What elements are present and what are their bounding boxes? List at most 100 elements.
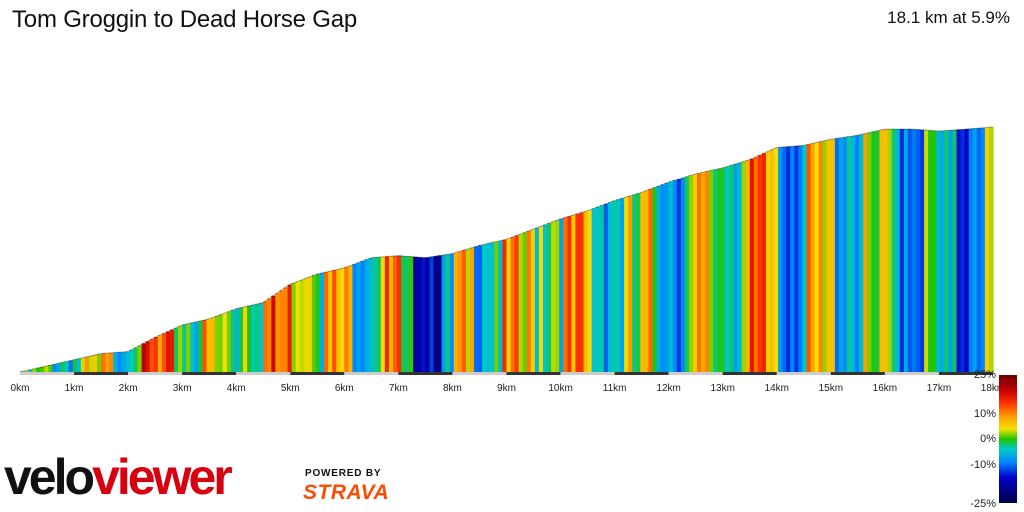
legend-colorbar — [999, 375, 1017, 503]
profile-bar — [818, 141, 824, 372]
axis-segment — [398, 372, 453, 375]
profile-bar — [32, 368, 37, 372]
veloviewer-logo: veloviewer — [4, 452, 233, 502]
profile-bar — [384, 256, 390, 372]
profile-bar — [178, 325, 183, 372]
profile-bar — [838, 137, 844, 372]
profile-bar — [530, 229, 536, 372]
profile-bar — [757, 155, 763, 372]
profile-bar — [952, 129, 958, 372]
legend-label: 10% — [974, 408, 996, 420]
profile-bar — [640, 192, 645, 372]
axis-segment — [236, 372, 291, 375]
profile-bar — [234, 308, 240, 372]
profile-bar — [782, 146, 787, 372]
profile-bar — [834, 138, 840, 372]
profile-bar — [713, 169, 718, 372]
profile-bar — [855, 135, 860, 372]
profile-bar — [320, 272, 325, 372]
profile-bar — [778, 147, 783, 372]
profile-bar — [76, 358, 82, 372]
profile-bar — [607, 202, 613, 372]
profile-bar — [170, 329, 175, 372]
axis-segment — [74, 372, 129, 375]
profile-bar — [911, 129, 917, 372]
profile-bar — [968, 128, 974, 372]
profile-bar — [559, 218, 564, 372]
profile-bar — [863, 133, 868, 372]
profile-bar — [603, 203, 609, 372]
profile-bar — [903, 129, 909, 372]
profile-bar — [960, 129, 966, 372]
profile-bar — [291, 282, 297, 372]
axis-segment — [830, 372, 885, 375]
profile-bar — [980, 127, 986, 372]
axis-segment — [776, 372, 831, 375]
profile-bar — [745, 160, 751, 372]
profile-bar — [202, 320, 208, 372]
profile-bar — [920, 129, 925, 372]
profile-bar — [486, 243, 491, 372]
profile-bar — [324, 272, 329, 372]
profile-bar — [644, 190, 649, 372]
profile-bar — [279, 290, 285, 372]
profile-bar — [948, 130, 954, 372]
legend-label: -25% — [970, 498, 996, 510]
profile-bar — [843, 137, 848, 372]
profile-bar — [251, 304, 256, 372]
profile-bar — [360, 261, 366, 372]
profile-bar — [632, 194, 637, 372]
profile-bar — [117, 352, 122, 372]
profile-bar — [567, 216, 572, 372]
profile-bar — [664, 182, 670, 372]
profile-bar — [445, 254, 451, 372]
profile-bar — [64, 361, 70, 372]
profile-bar — [551, 221, 556, 372]
profile-bar — [887, 129, 893, 372]
profile-bar — [259, 303, 264, 372]
profile-bar — [709, 170, 714, 372]
profile-bar — [222, 313, 228, 372]
profile-bar — [490, 242, 495, 372]
profile-bar — [668, 181, 674, 372]
profile-bar — [441, 254, 447, 372]
profile-bar — [24, 370, 29, 372]
profile-bar — [68, 360, 74, 372]
profile-bar — [988, 127, 994, 372]
profile-bar — [247, 305, 252, 372]
profile-bar — [437, 255, 443, 372]
profile-bar — [624, 197, 629, 372]
profile-bar — [263, 301, 268, 372]
profile-bar — [510, 237, 516, 372]
segment-summary: 18.1 km at 5.9% — [887, 8, 1010, 27]
profile-bar — [474, 246, 479, 372]
profile-bar — [847, 136, 852, 372]
powered-by-label: POWERED BY — [305, 468, 382, 479]
profile-bar — [928, 130, 933, 372]
gradient-legend: 25% 10% 0% -10% -25% — [970, 369, 1017, 510]
profile-bar — [502, 239, 508, 372]
profile-bar — [141, 343, 147, 372]
profile-bar — [470, 247, 475, 372]
x-tick-label: 2km — [119, 383, 138, 394]
profile-outline — [19, 126, 994, 373]
legend-label: 0% — [980, 433, 996, 445]
profile-bar — [129, 349, 135, 372]
profile-bar — [672, 180, 678, 372]
profile-bar — [522, 232, 528, 372]
profile-bar — [60, 362, 66, 372]
profile-bar — [368, 257, 374, 372]
profile-bar — [218, 314, 224, 372]
profile-bar — [380, 256, 386, 372]
profile-bar — [733, 163, 739, 372]
axis-segment — [506, 372, 561, 375]
profile-bar — [105, 353, 110, 372]
profile-bar — [794, 145, 799, 372]
profile-bar — [307, 276, 313, 372]
profile-bar — [741, 161, 747, 372]
profile-bar — [356, 262, 362, 372]
x-tick-label: 13km — [710, 383, 734, 394]
x-tick-label: 8km — [443, 383, 462, 394]
profile-bar — [238, 307, 244, 372]
